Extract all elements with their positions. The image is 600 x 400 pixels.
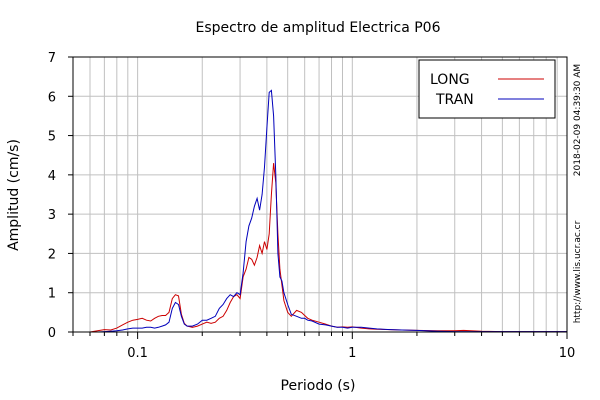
x-tick-label: 10 [559,346,576,361]
legend-label-tran: TRAN [435,92,474,108]
chart-title: Espectro de amplitud Electrica P06 [196,20,441,36]
legend-label-long: LONG [430,72,470,88]
y-tick-label: 0 [48,326,56,341]
y-tick-label: 4 [48,169,56,184]
legend-box [418,59,556,119]
source-url-text: http://www.lis.ucr.ac.cr [573,220,583,323]
x-axis-label: Periodo (s) [281,378,356,394]
grid [73,57,567,332]
x-tick-label: 0.1 [127,346,148,361]
y-tick-label: 7 [48,51,56,66]
y-tick-label: 3 [48,208,56,223]
legend: LONG TRAN [418,59,556,119]
series-line-tran [90,89,567,333]
y-axis-label: Amplitud (cm/s) [6,139,22,251]
x-tick-label: 1 [348,346,356,361]
plot-frame [72,56,568,333]
series-lines [89,89,567,333]
y-tick-label: 2 [48,247,56,262]
axis-ticks: 0.1 1 10 0 1 2 3 4 5 6 7 [48,51,576,361]
y-tick-label: 6 [48,90,56,105]
timestamp-text: 2018-02-09 04:39:30 AM [573,64,583,176]
y-tick-label: 5 [48,130,56,145]
y-tick-label: 1 [48,287,56,302]
